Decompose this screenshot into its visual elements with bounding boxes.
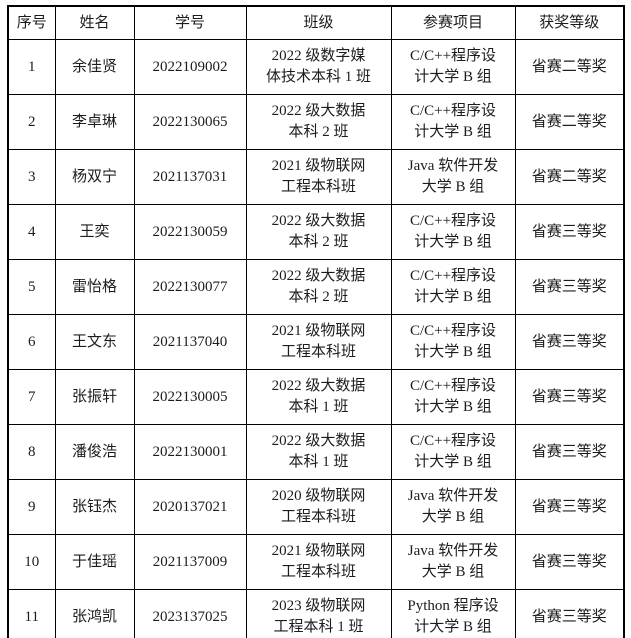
cell-class: 2022 级大数据 本科 1 班 (245, 369, 392, 425)
cell-student-id: 2022109002 (133, 39, 247, 95)
cell-index: 9 (7, 479, 56, 535)
cell-class: 2021 级物联网 工程本科班 (245, 534, 392, 590)
cell-name: 于佳瑶 (54, 534, 135, 590)
cell-student-id: 2022130077 (133, 259, 247, 315)
cell-project: C/C++程序设 计大学 B 组 (390, 369, 516, 425)
cell-class: 2020 级物联网 工程本科班 (245, 479, 392, 535)
cell-project: C/C++程序设 计大学 B 组 (390, 259, 516, 315)
header-class: 班级 (245, 5, 392, 40)
cell-award: 省赛三等奖 (514, 259, 625, 315)
cell-student-id: 2020137021 (133, 479, 247, 535)
header-index: 序号 (7, 5, 56, 40)
cell-index: 5 (7, 259, 56, 315)
cell-award: 省赛二等奖 (514, 39, 625, 95)
cell-name: 杨双宁 (54, 149, 135, 205)
cell-student-id: 2021137031 (133, 149, 247, 205)
table-row: 1 余佳贤 2022109002 2022 级数字媒 体技术本科 1 班 C/C… (7, 39, 625, 95)
cell-project: Python 程序设 计大学 B 组 (390, 589, 516, 638)
cell-project: Java 软件开发 大学 B 组 (390, 149, 516, 205)
cell-project: C/C++程序设 计大学 B 组 (390, 39, 516, 95)
cell-award: 省赛三等奖 (514, 369, 625, 425)
cell-project: C/C++程序设 计大学 B 组 (390, 204, 516, 260)
cell-project: C/C++程序设 计大学 B 组 (390, 94, 516, 150)
cell-award: 省赛三等奖 (514, 589, 625, 638)
cell-student-id: 2022130059 (133, 204, 247, 260)
table-row: 11 张鸿凯 2023137025 2023 级物联网 工程本科 1 班 Pyt… (7, 589, 625, 638)
cell-index: 3 (7, 149, 56, 205)
cell-project: C/C++程序设 计大学 B 组 (390, 314, 516, 370)
cell-award: 省赛三等奖 (514, 204, 625, 260)
cell-award: 省赛三等奖 (514, 534, 625, 590)
header-award: 获奖等级 (514, 5, 625, 40)
cell-award: 省赛三等奖 (514, 424, 625, 480)
cell-index: 6 (7, 314, 56, 370)
cell-name: 张钰杰 (54, 479, 135, 535)
table-row: 2 李卓琳 2022130065 2022 级大数据 本科 2 班 C/C++程… (7, 94, 625, 150)
cell-award: 省赛二等奖 (514, 94, 625, 150)
cell-student-id: 2023137025 (133, 589, 247, 638)
cell-class: 2022 级数字媒 体技术本科 1 班 (245, 39, 392, 95)
award-table: 序号 姓名 学号 班级 参赛项目 获奖等级 1 余佳贤 2022109002 2… (7, 5, 625, 638)
cell-index: 7 (7, 369, 56, 425)
cell-class: 2021 级物联网 工程本科班 (245, 149, 392, 205)
cell-class: 2022 级大数据 本科 2 班 (245, 204, 392, 260)
table-row: 5 雷怡格 2022130077 2022 级大数据 本科 2 班 C/C++程… (7, 259, 625, 315)
cell-index: 2 (7, 94, 56, 150)
table-row: 10 于佳瑶 2021137009 2021 级物联网 工程本科班 Java 软… (7, 534, 625, 590)
cell-class: 2022 级大数据 本科 2 班 (245, 94, 392, 150)
cell-award: 省赛二等奖 (514, 149, 625, 205)
cell-index: 10 (7, 534, 56, 590)
header-student-id: 学号 (133, 5, 247, 40)
cell-class: 2022 级大数据 本科 2 班 (245, 259, 392, 315)
cell-award: 省赛三等奖 (514, 314, 625, 370)
table-header-row: 序号 姓名 学号 班级 参赛项目 获奖等级 (7, 5, 625, 40)
cell-student-id: 2021137040 (133, 314, 247, 370)
cell-index: 11 (7, 589, 56, 638)
cell-class: 2021 级物联网 工程本科班 (245, 314, 392, 370)
table-row: 9 张钰杰 2020137021 2020 级物联网 工程本科班 Java 软件… (7, 479, 625, 535)
cell-project: Java 软件开发 大学 B 组 (390, 479, 516, 535)
cell-project: C/C++程序设 计大学 B 组 (390, 424, 516, 480)
cell-name: 李卓琳 (54, 94, 135, 150)
cell-student-id: 2022130001 (133, 424, 247, 480)
cell-index: 8 (7, 424, 56, 480)
table-row: 8 潘俊浩 2022130001 2022 级大数据 本科 1 班 C/C++程… (7, 424, 625, 480)
cell-name: 雷怡格 (54, 259, 135, 315)
cell-name: 潘俊浩 (54, 424, 135, 480)
cell-name: 王文东 (54, 314, 135, 370)
header-project: 参赛项目 (390, 5, 516, 40)
cell-student-id: 2022130065 (133, 94, 247, 150)
table-row: 3 杨双宁 2021137031 2021 级物联网 工程本科班 Java 软件… (7, 149, 625, 205)
cell-index: 1 (7, 39, 56, 95)
cell-index: 4 (7, 204, 56, 260)
header-name: 姓名 (54, 5, 135, 40)
table-row: 4 王奕 2022130059 2022 级大数据 本科 2 班 C/C++程序… (7, 204, 625, 260)
cell-class: 2023 级物联网 工程本科 1 班 (245, 589, 392, 638)
cell-name: 王奕 (54, 204, 135, 260)
cell-class: 2022 级大数据 本科 1 班 (245, 424, 392, 480)
table-row: 7 张振轩 2022130005 2022 级大数据 本科 1 班 C/C++程… (7, 369, 625, 425)
cell-name: 张振轩 (54, 369, 135, 425)
cell-student-id: 2021137009 (133, 534, 247, 590)
cell-student-id: 2022130005 (133, 369, 247, 425)
cell-name: 余佳贤 (54, 39, 135, 95)
cell-award: 省赛三等奖 (514, 479, 625, 535)
cell-name: 张鸿凯 (54, 589, 135, 638)
cell-project: Java 软件开发 大学 B 组 (390, 534, 516, 590)
table-row: 6 王文东 2021137040 2021 级物联网 工程本科班 C/C++程序… (7, 314, 625, 370)
